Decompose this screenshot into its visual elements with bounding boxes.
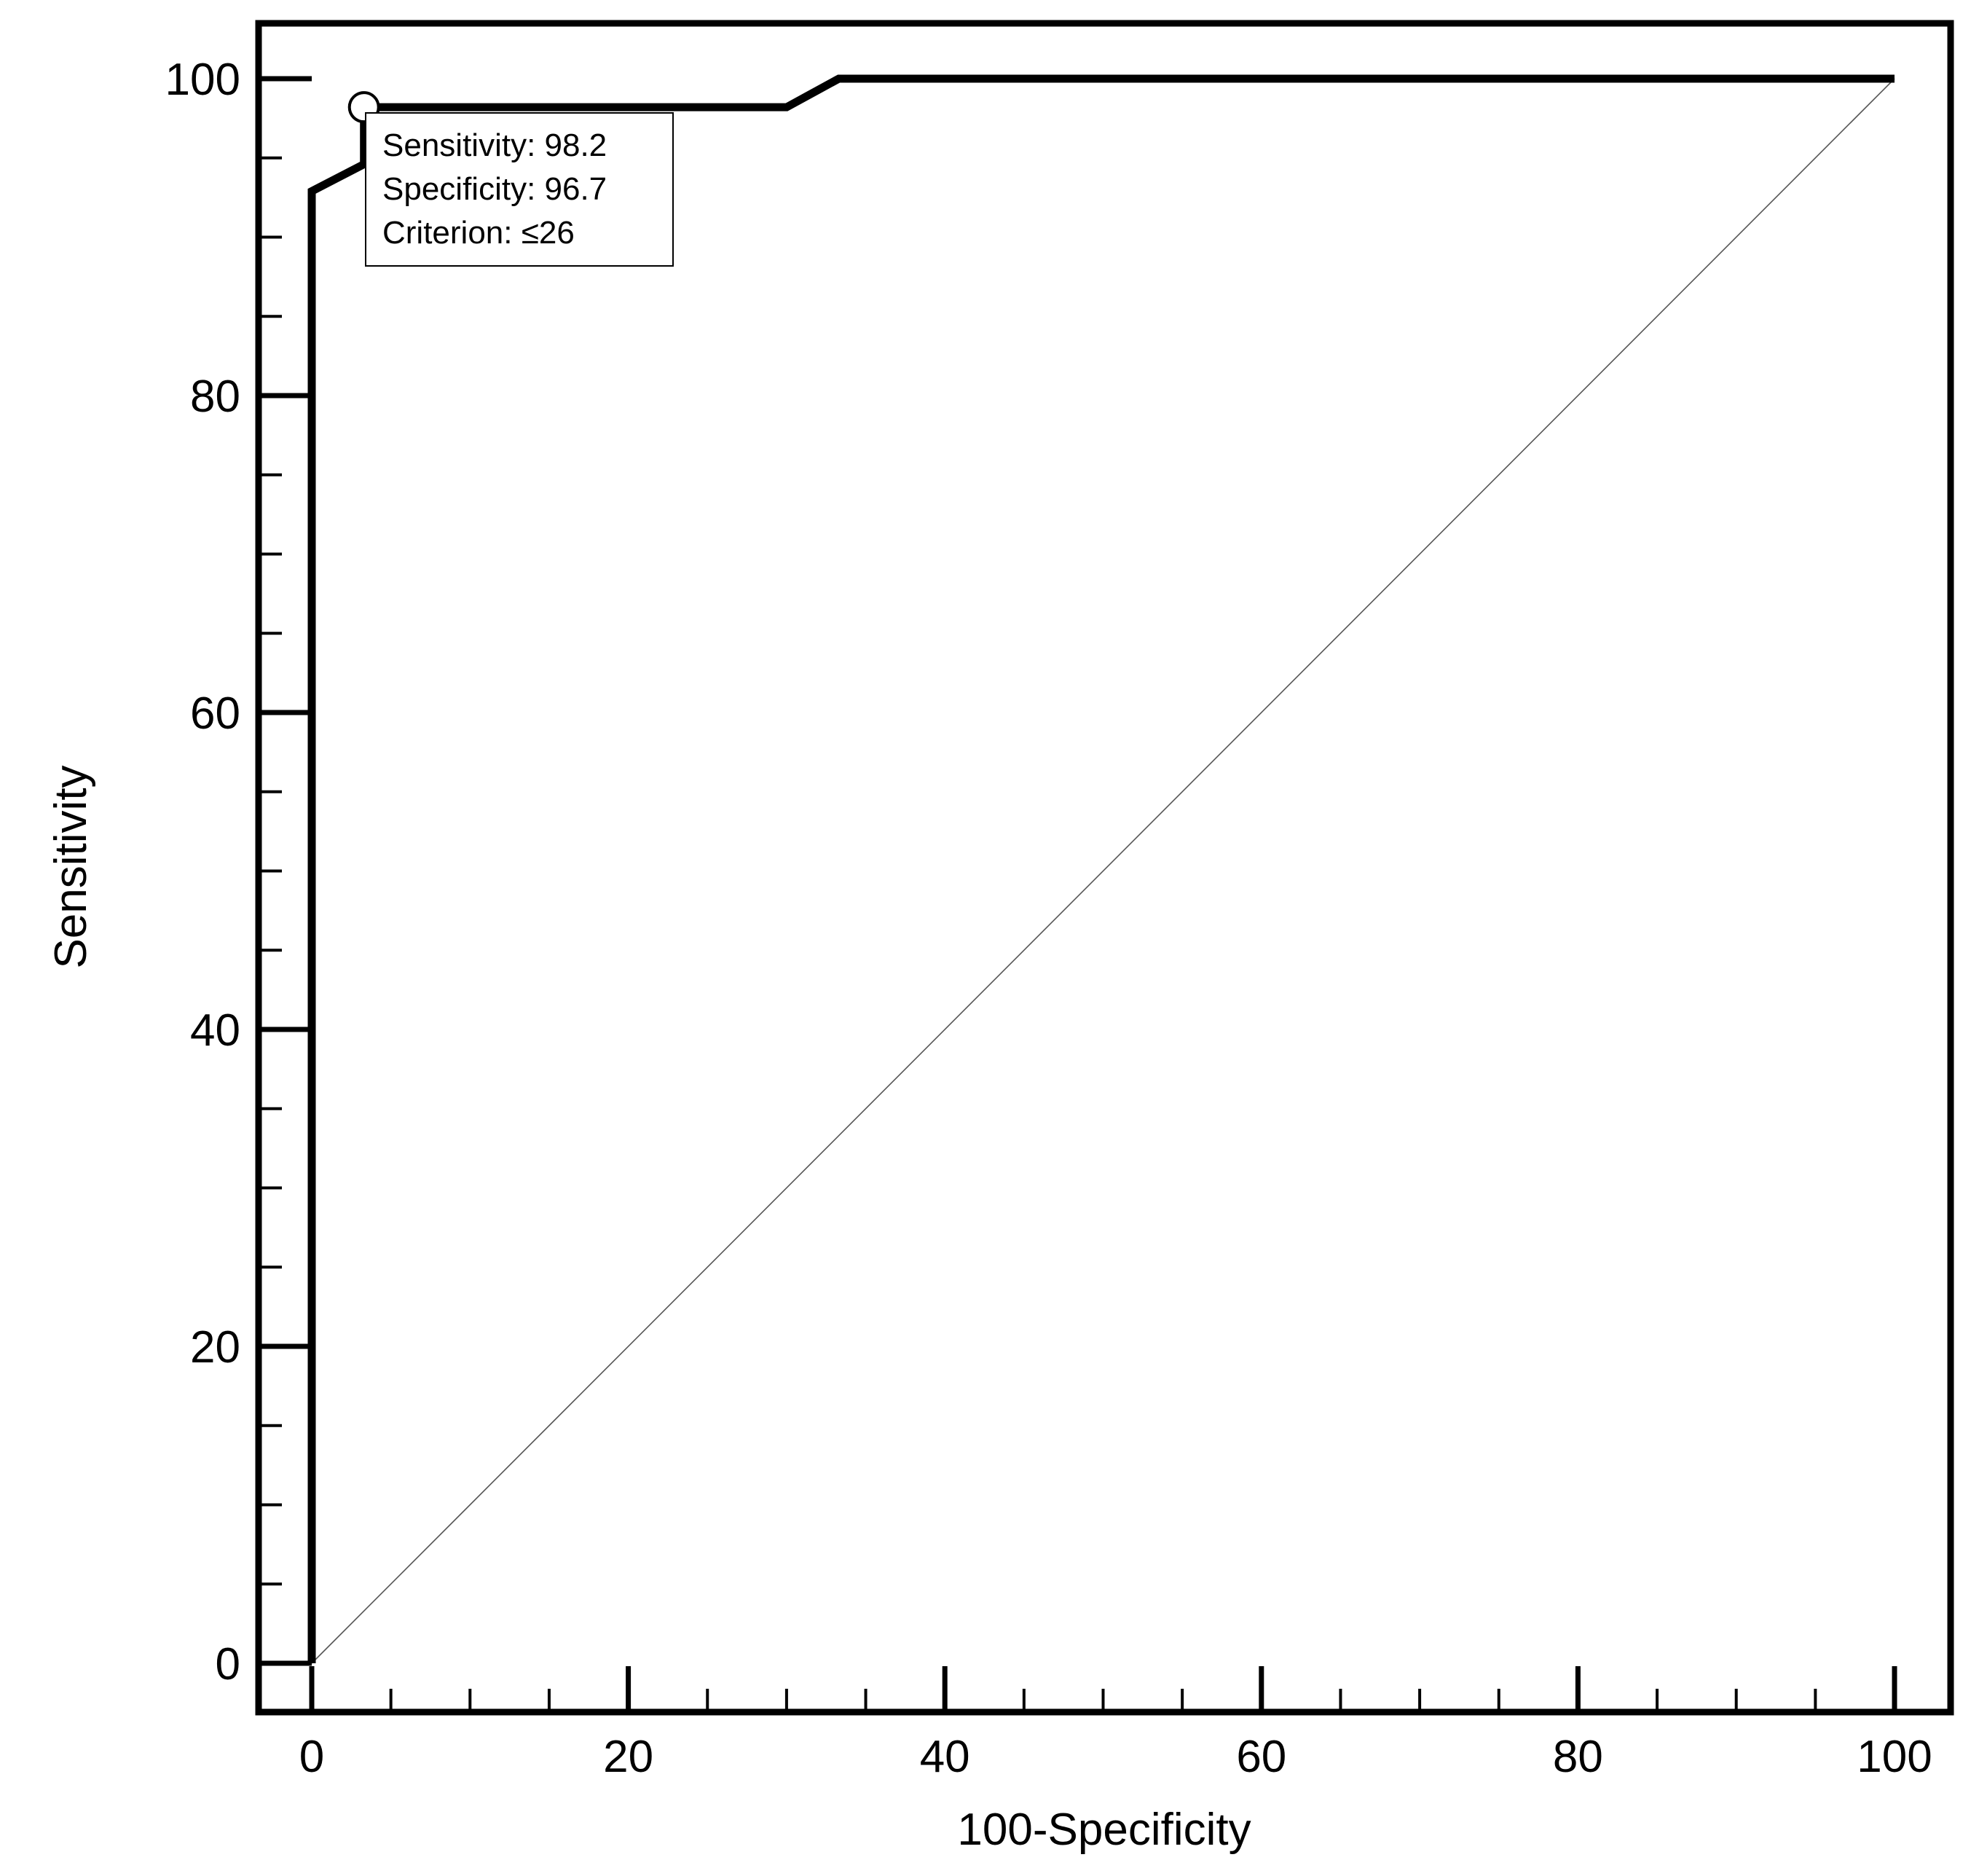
criterion-annotation: Sensitivity: 98.2 Specificity: 96.7 Crit… <box>365 112 674 267</box>
annotation-sensitivity: Sensitivity: 98.2 <box>382 127 607 163</box>
x-tick-label: 40 <box>920 1732 970 1782</box>
x-tick-label: 0 <box>299 1732 324 1782</box>
y-tick-label: 100 <box>165 55 240 105</box>
annotation-criterion: Criterion: ≤26 <box>382 215 575 251</box>
y-tick-label: 60 <box>190 688 240 739</box>
y-tick-label: 80 <box>190 372 240 422</box>
y-tick-label: 20 <box>190 1322 240 1373</box>
annotation-box <box>365 112 674 267</box>
x-axis-ticks: 0 20 40 60 80 100 <box>299 1666 1932 1782</box>
x-tick-label: 20 <box>603 1732 653 1782</box>
y-tick-label: 40 <box>190 1005 240 1056</box>
annotation-specificity: Specificity: 96.7 <box>382 171 607 207</box>
x-tick-label: 60 <box>1236 1732 1286 1782</box>
reference-diagonal-line <box>311 78 1895 1664</box>
x-tick-label: 80 <box>1553 1732 1603 1782</box>
y-axis-ticks: 0 20 40 60 80 100 <box>165 55 312 1689</box>
y-axis-title: Sensitivity <box>46 765 96 968</box>
y-tick-label: 0 <box>216 1639 240 1689</box>
x-axis-title: 100-Specificity <box>957 1805 1251 1855</box>
x-tick-label: 100 <box>1857 1732 1932 1782</box>
